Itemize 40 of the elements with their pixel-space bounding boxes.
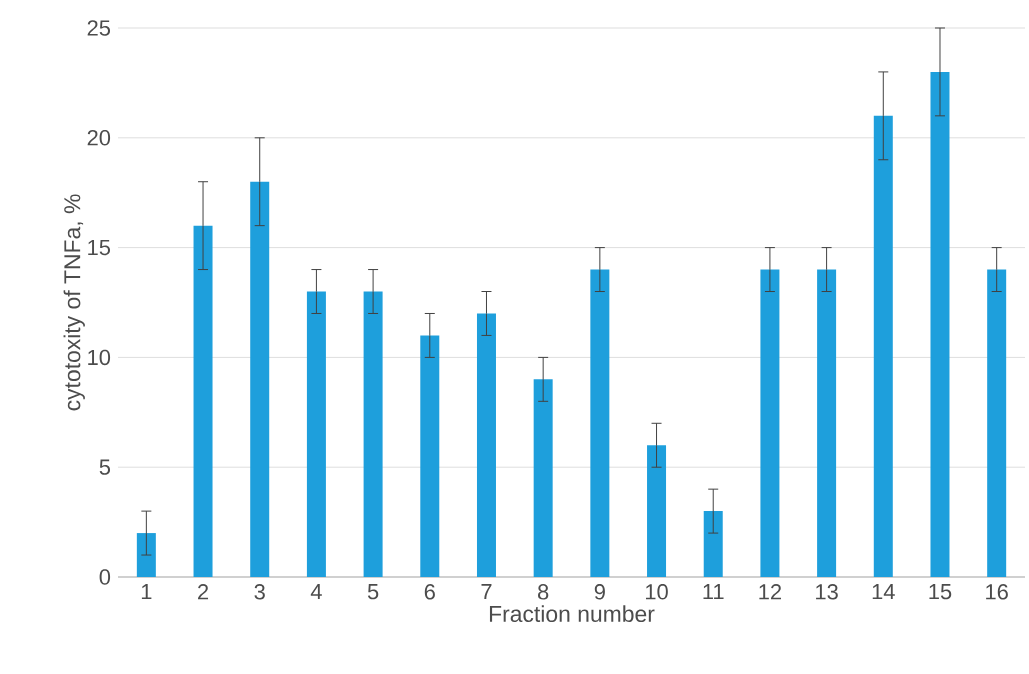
x-tick-label: 16 (986, 584, 1008, 600)
x-tick-label: 7 (481, 584, 492, 600)
y-tick-label: 15 (88, 239, 111, 256)
x-tick-label: 1 (141, 584, 152, 600)
bar (987, 269, 1007, 577)
bar (647, 445, 667, 577)
bar (533, 379, 553, 577)
x-tick-label: 8 (538, 584, 549, 600)
x-tick-label: 14 (872, 584, 895, 600)
bar (590, 269, 610, 577)
bar (703, 511, 723, 577)
x-tick-label: 15 (929, 584, 952, 600)
x-tick-label: 3 (254, 584, 265, 600)
bar (250, 181, 270, 577)
x-axis-title: Fraction number (489, 605, 655, 623)
x-tick-label: 11 (703, 584, 724, 600)
y-tick-label: 10 (88, 349, 111, 366)
bar (363, 291, 383, 577)
bar (193, 225, 213, 577)
bar (476, 313, 496, 577)
x-tick-label: 9 (594, 584, 605, 600)
x-tick-label: 6 (424, 584, 435, 600)
y-tick-label: 5 (99, 459, 111, 475)
y-axis-title: cytotoxity of TNFa, % (63, 194, 85, 411)
bar (306, 291, 326, 577)
bar (817, 269, 837, 577)
x-tick-label: 13 (816, 584, 838, 600)
x-tick-label: 5 (367, 584, 379, 600)
y-tick-label: 0 (99, 569, 111, 585)
bar (930, 71, 950, 577)
bar (420, 335, 440, 577)
y-tick-label: 20 (87, 130, 111, 146)
x-tick-label: 12 (759, 584, 782, 600)
x-tick-label: 2 (198, 584, 209, 600)
x-tick-label: 10 (646, 584, 668, 600)
y-tick-label: 25 (87, 20, 111, 36)
x-tick-label: 4 (310, 584, 322, 600)
bar (760, 269, 780, 577)
bar (136, 533, 156, 577)
bar (873, 115, 893, 577)
